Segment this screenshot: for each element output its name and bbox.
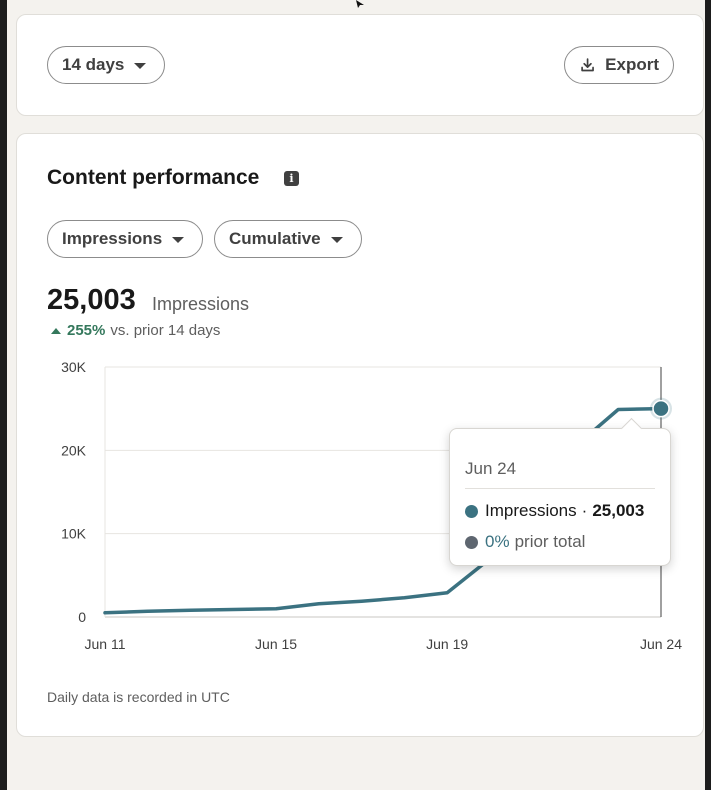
window-edge-right xyxy=(705,0,711,790)
data-point xyxy=(273,606,279,612)
total-impressions-label: Impressions xyxy=(152,294,250,314)
x-tick-label: Jun 24 xyxy=(640,636,682,652)
x-tick-label: Jun 19 xyxy=(426,636,468,652)
total-impressions-value: 25,003 xyxy=(47,284,136,316)
data-point xyxy=(401,595,407,601)
mode-dropdown-label: Cumulative xyxy=(229,229,321,248)
data-point xyxy=(359,598,365,604)
tooltip-series-row: Impressions · 25,003 xyxy=(465,501,644,521)
data-point xyxy=(444,590,450,596)
info-icon[interactable]: i xyxy=(284,171,299,186)
export-label: Export xyxy=(605,55,659,74)
tooltip-series-label: Impressions xyxy=(485,501,577,520)
footnote: Daily data is recorded in UTC xyxy=(47,689,230,705)
mouse-cursor-icon xyxy=(356,0,364,8)
tooltip-date: Jun 24 xyxy=(465,459,517,478)
tooltip-prior-row: 0% prior total xyxy=(465,532,585,552)
tooltip-separator: · xyxy=(581,501,588,520)
date-range-label: 14 days xyxy=(62,55,125,74)
filter-card: 14 days Export xyxy=(16,14,704,116)
caret-down-icon xyxy=(172,237,185,243)
caret-down-icon xyxy=(134,63,147,69)
metric-dropdown[interactable]: Impressions xyxy=(47,220,203,258)
data-point xyxy=(188,607,194,613)
data-point xyxy=(145,608,151,614)
date-range-dropdown[interactable]: 14 days xyxy=(47,46,165,84)
download-icon xyxy=(581,58,594,72)
export-button[interactable]: Export xyxy=(564,46,674,84)
section-title: Content performance xyxy=(47,166,260,189)
tooltip-divider xyxy=(465,488,655,489)
y-tick-label: 0 xyxy=(78,609,86,625)
data-point xyxy=(102,610,108,616)
delta-row: 255% vs. prior 14 days xyxy=(51,322,220,339)
highlight-point xyxy=(652,399,670,418)
data-point xyxy=(230,607,236,613)
metric-dropdown-label: Impressions xyxy=(62,229,163,248)
delta-value: 255% xyxy=(67,322,106,339)
prior-dot-icon xyxy=(465,535,478,549)
window-edge-left xyxy=(0,0,7,790)
trend-up-icon xyxy=(51,327,61,334)
mode-dropdown[interactable]: Cumulative xyxy=(214,220,362,258)
series-dot-icon xyxy=(465,504,478,518)
data-point xyxy=(615,407,621,413)
chart-tooltip: Jun 24 Impressions · 25,003 0% prior tot… xyxy=(449,417,671,566)
delta-label: vs. prior 14 days xyxy=(110,322,221,339)
x-tick-label: Jun 11 xyxy=(85,636,126,652)
tooltip-series-value: 25,003 xyxy=(592,501,645,520)
data-point xyxy=(316,601,322,607)
tooltip-prior-label: prior total xyxy=(514,532,586,551)
y-tick-label: 30K xyxy=(61,359,87,375)
y-tick-label: 20K xyxy=(61,442,87,458)
caret-down-icon xyxy=(330,237,343,243)
tooltip-prior-value: 0% xyxy=(485,532,510,551)
y-tick-label: 10K xyxy=(61,526,87,542)
x-tick-label: Jun 15 xyxy=(255,636,297,652)
